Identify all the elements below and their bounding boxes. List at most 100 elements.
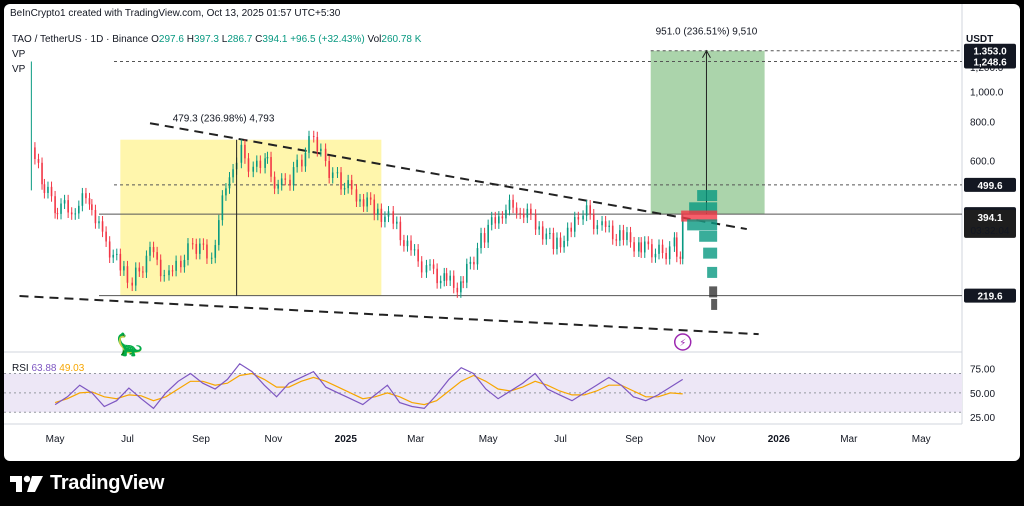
price-badge[interactable] [964, 209, 1016, 238]
tradingview-wordmark: TradingView [50, 472, 165, 494]
target-projection-box[interactable] [650, 50, 765, 215]
volume-profile-bar [681, 210, 718, 222]
candle-body [252, 166, 255, 172]
x-tick-label: Mar [407, 434, 425, 445]
candle-body [395, 221, 398, 224]
candle-body [152, 246, 155, 253]
candle-body [206, 244, 208, 259]
candle-body [445, 273, 448, 281]
candle-body [443, 273, 446, 281]
candle-body [78, 205, 80, 214]
price-badge[interactable] [964, 54, 1016, 69]
candle-body [280, 178, 283, 186]
candle-body [573, 217, 576, 232]
low-value: 286.7 [227, 34, 253, 45]
candle-body [284, 178, 287, 180]
candle-body [240, 144, 243, 163]
trendline-0[interactable] [149, 122, 747, 231]
candle-body [312, 136, 315, 138]
candle-body [308, 136, 310, 153]
candle-body [37, 159, 40, 163]
candle-body [392, 211, 395, 224]
candle-body [336, 172, 339, 174]
candle-body [592, 214, 595, 229]
trendline-1[interactable] [19, 295, 759, 336]
candle-body [373, 199, 376, 215]
candle-body [661, 244, 664, 253]
rsi-tick-label: 75.00 [970, 365, 995, 376]
currency-label[interactable]: USDT [966, 34, 994, 45]
candle-body [552, 233, 555, 249]
volume-profile-bar [697, 190, 718, 202]
candle-body [142, 271, 144, 273]
low-label: L [221, 34, 228, 45]
candle-body [202, 243, 205, 245]
lightning-glyph: ⚡ [679, 338, 686, 349]
lightning-event-icon[interactable] [673, 333, 692, 351]
close-label: C [255, 34, 263, 45]
price-badge-label: 1,353.0 [973, 47, 1007, 58]
candle-body [436, 268, 438, 284]
candle-body [343, 188, 346, 190]
x-tick-label: May [46, 434, 65, 445]
candle-body [156, 252, 158, 260]
candle-body [316, 137, 319, 152]
candle-body [232, 169, 234, 178]
candle-body [292, 167, 295, 186]
candle-body [131, 282, 134, 286]
candle-body [180, 260, 182, 268]
x-tick-label: Sep [192, 434, 210, 445]
candle-body [210, 257, 213, 259]
symbol-title[interactable]: TAO / TetherUS · 1D · Binance [12, 34, 149, 45]
candle-body [225, 188, 227, 196]
candle-body [410, 240, 412, 251]
candle-body [589, 205, 591, 215]
candle-body [681, 219, 684, 259]
candle-body [277, 185, 279, 189]
candle-body [679, 256, 682, 259]
y-tick-label: 600.0 [970, 156, 995, 167]
candle-body [647, 241, 650, 245]
high-value: 397.3 [193, 34, 219, 45]
rsi-value: 63.88 [31, 363, 57, 374]
candle-body [145, 255, 148, 273]
candle-body [417, 249, 419, 262]
range-measure-box[interactable] [120, 139, 382, 296]
volume-profile-bar [687, 219, 718, 231]
candle-body [668, 246, 671, 260]
rsi-label[interactable]: RSI [12, 363, 29, 374]
candle-body [462, 281, 465, 283]
candle-body [175, 260, 177, 271]
vp-indicator-2[interactable]: VP [12, 64, 26, 75]
candle-body [658, 244, 660, 254]
candle-body [91, 204, 93, 210]
candle-body [126, 266, 129, 283]
candle-body [98, 221, 100, 224]
candle-body [119, 253, 122, 271]
price-badge[interactable] [964, 177, 1016, 192]
x-tick-label: Nov [265, 434, 283, 445]
price-badge[interactable] [964, 288, 1016, 303]
candle-body [115, 253, 118, 255]
candle-body [56, 213, 59, 215]
candle-body [608, 225, 610, 227]
candle-body [483, 233, 486, 243]
candle-body [331, 172, 334, 178]
candle-body [399, 221, 402, 241]
price-badge[interactable] [964, 43, 1016, 58]
candle-body [273, 176, 276, 189]
candle-body [221, 195, 224, 221]
vp-indicator-1[interactable]: VP [12, 49, 26, 60]
candle-body [369, 197, 372, 200]
volume-label: Vol [367, 34, 382, 45]
candle-body [515, 207, 518, 214]
candle-body [538, 226, 540, 230]
x-tick-label: Mar [840, 434, 858, 445]
x-tick-label: May [912, 434, 931, 445]
candle-body [384, 216, 386, 222]
candle-body [266, 157, 269, 159]
candle-body [320, 148, 322, 152]
open-label: O [151, 34, 159, 45]
candle-body [218, 220, 220, 246]
